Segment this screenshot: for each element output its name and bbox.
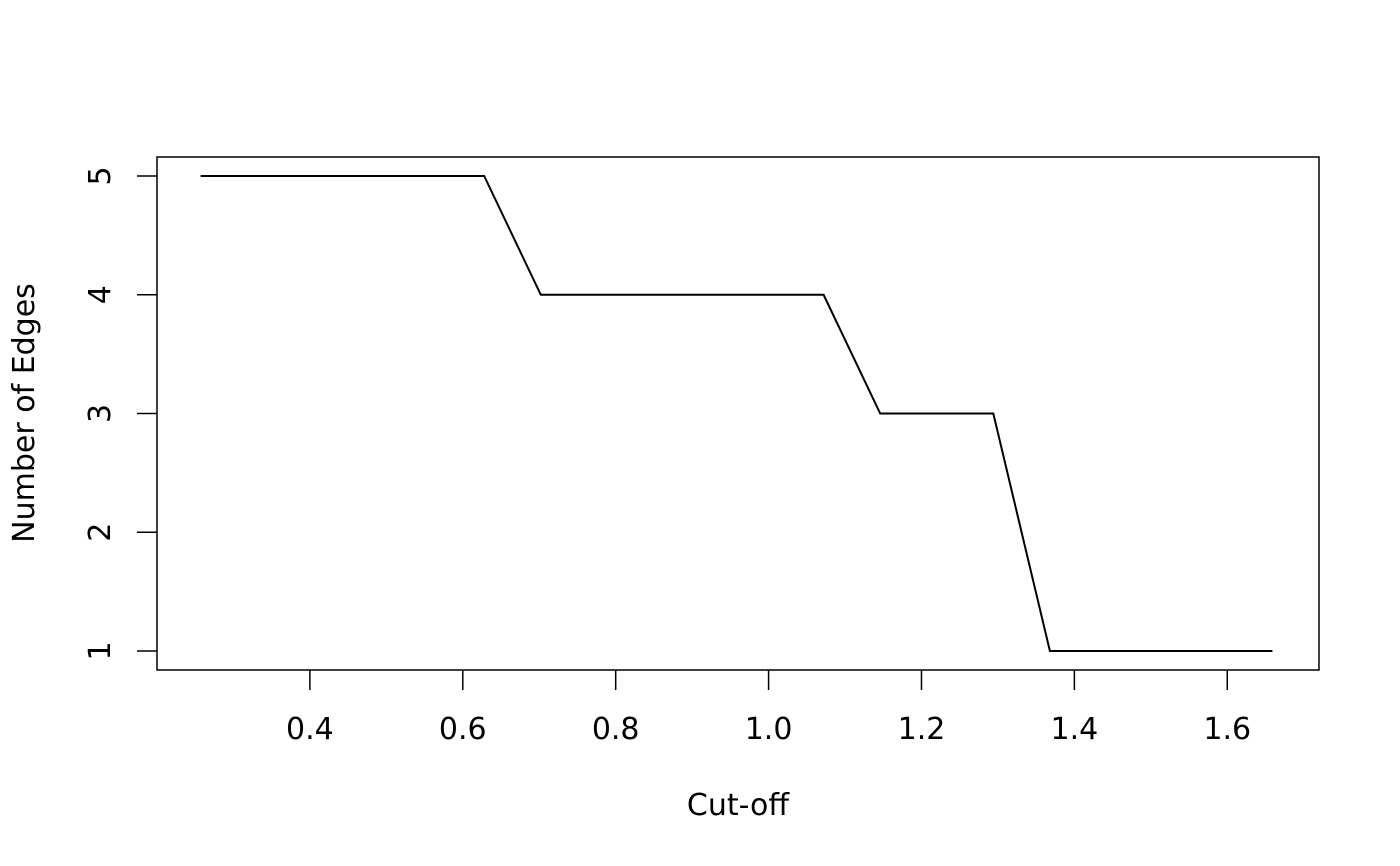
x-axis: 0.4 0.6 0.8 1.0 1.2 1.4 1.6 — [286, 670, 1251, 747]
x-tick-label: 1.0 — [745, 712, 793, 747]
y-axis: 1 2 3 4 5 — [83, 166, 157, 661]
x-tick-label: 1.6 — [1203, 712, 1251, 747]
series-layer — [200, 175, 1273, 652]
x-tick-label: 1.4 — [1051, 712, 1099, 747]
x-tick-label: 0.4 — [286, 712, 334, 747]
x-tick-label: 0.8 — [592, 712, 640, 747]
y-axis-label: Number of Edges — [7, 283, 42, 543]
y-tick-label: 1 — [83, 641, 118, 660]
x-tick-label: 0.6 — [439, 712, 487, 747]
y-tick-label: 2 — [83, 523, 118, 542]
x-axis-label: Cut-off — [687, 788, 790, 823]
x-tick-label: 1.2 — [898, 712, 946, 747]
y-tick-label: 5 — [83, 166, 118, 185]
series-line — [200, 175, 1273, 652]
y-tick-label: 3 — [83, 404, 118, 423]
y-tick-label: 4 — [83, 285, 118, 304]
